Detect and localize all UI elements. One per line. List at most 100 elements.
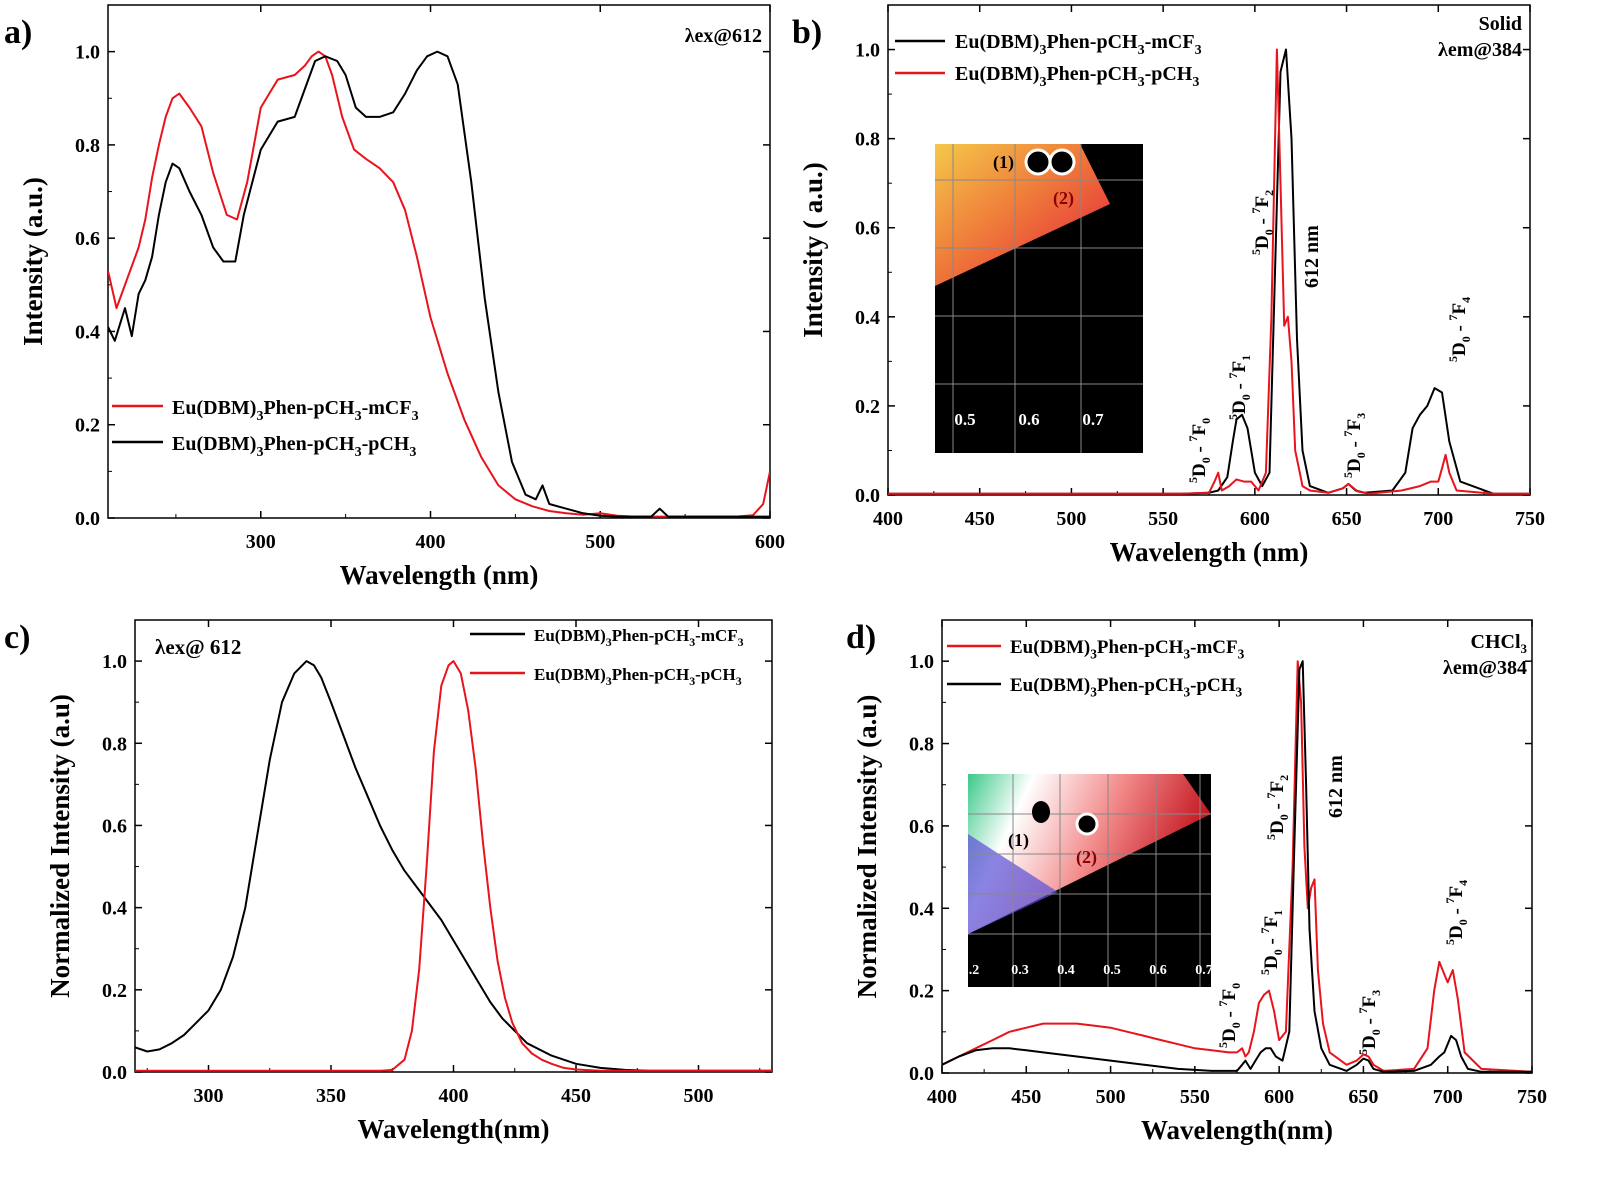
annotation: Solid <box>1479 13 1522 35</box>
y-axis-label: Normalized Intensity (a.u) <box>45 694 75 998</box>
plot-frame <box>134 619 773 1073</box>
panel-1: 300 400 500 600 0.0 0.2 0.4 0.6 0.8 1.0 Wavelength… <box>4 4 785 590</box>
legend-entry: Eu(DBM)3Phen-pCH3-mCF3 <box>172 397 419 424</box>
legend-entry: Eu(DBM)3Phen-pCH3-mCF3 <box>955 31 1202 58</box>
y-tick-label: 0.8 <box>909 734 934 756</box>
inset-point-2 <box>1048 148 1076 176</box>
y-axis-label-group: Intensity (a.u.) <box>18 177 48 346</box>
peak-label-group: 612 nm <box>1301 225 1323 288</box>
y-axis-label-group: Intensity ( a.u.) <box>798 162 828 338</box>
x-axis-label: Wavelength(nm) <box>358 1114 550 1144</box>
inset-tick-label: 0.6 <box>1018 410 1039 429</box>
transition-label-text: 5D0 - 7F1 <box>1258 910 1285 975</box>
plot-frame <box>107 4 771 519</box>
transition-label-text: 5D0 - 7F1 <box>1226 355 1253 420</box>
x-tick-label: 400 <box>927 1086 957 1108</box>
y-tick-label: 0.4 <box>75 321 100 343</box>
y-tick-label: 0.6 <box>102 815 127 837</box>
transition-label: 5D0 - 7F2 <box>1264 775 1291 840</box>
x-tick-label: 600 <box>1264 1086 1294 1108</box>
inset-tick-label: 0.5 <box>1103 963 1121 978</box>
x-tick-label: 600 <box>755 531 785 553</box>
y-axis-label: Intensity (a.u.) <box>18 177 48 346</box>
panel-label: a) <box>4 14 32 51</box>
x-tick-label: 400 <box>873 508 903 530</box>
transition-label: 5D0 - 7F0 <box>1186 418 1213 483</box>
panel-label: d) <box>846 619 876 656</box>
cie-inset: (1) (2) 0.5 0.6 0.7 <box>935 144 1143 453</box>
x-tick-label: 500 <box>1056 508 1086 530</box>
y-tick-label: 0.0 <box>75 508 100 530</box>
legend-entry: Eu(DBM)3Phen-pCH3-mCF3 <box>1010 637 1245 662</box>
x-tick-label: 700 <box>1433 1086 1463 1108</box>
inset-point-label: (2) <box>1076 847 1097 868</box>
transition-label-text: 5D0 - 7F2 <box>1264 775 1291 840</box>
y-tick-label: 0.4 <box>909 898 934 920</box>
inset-point-label: (1) <box>993 152 1014 173</box>
inset-tick-label: 0.7 <box>1195 963 1213 978</box>
y-tick-label: 0.0 <box>102 1062 127 1084</box>
inset-point-label: (1) <box>1008 830 1029 851</box>
annotation: CHCl3 <box>1471 631 1528 656</box>
transition-label-text: 5D0 - 7F0 <box>1186 418 1213 483</box>
y-axis-label-group: Normalized Intensity (a.u) <box>852 695 882 999</box>
series-line-red <box>108 50 770 518</box>
inset-tick-label: 0.7 <box>1082 410 1104 429</box>
series-line-red <box>135 660 772 1072</box>
x-tick-label: 750 <box>1515 508 1545 530</box>
y-tick-label: 0.6 <box>855 218 880 240</box>
y-tick-label: 0.6 <box>75 228 100 250</box>
x-tick-label: 450 <box>965 508 995 530</box>
panel-4: 400 450 500 550 600 650 700 750 0.0 0.2 0.4 0.6 0.8 1… <box>846 619 1547 1145</box>
y-axis-label: Normalized Intensity (a.u) <box>852 695 882 999</box>
y-tick-label: 1.0 <box>909 651 934 673</box>
transition-label: 5D0 - 7F3 <box>1341 413 1368 478</box>
y-tick-label: 0.2 <box>855 396 880 418</box>
transition-label: 5D0 - 7F3 <box>1356 990 1383 1055</box>
inset-tick-label: 0.6 <box>1149 963 1167 978</box>
y-tick-label: 1.0 <box>75 42 100 64</box>
y-tick-label: 0.0 <box>909 1063 934 1085</box>
inset-point-2 <box>1075 812 1099 836</box>
x-axis-label: Wavelength (nm) <box>340 560 539 590</box>
transition-label-text: 5D0 - 7F3 <box>1341 413 1368 478</box>
y-axis-label: Intensity ( a.u.) <box>798 162 828 338</box>
transition-label: 5D0 - 7F1 <box>1226 355 1253 420</box>
transition-label-text: 5D0 - 7F4 <box>1443 880 1470 945</box>
transition-label-text: 5D0 - 7F3 <box>1356 990 1383 1055</box>
annotation: λex@ 612 <box>155 635 241 659</box>
legend-entry: Eu(DBM)3Phen-pCH3-mCF3 <box>534 626 744 649</box>
x-tick-label: 600 <box>1240 508 1270 530</box>
x-tick-label: 450 <box>1011 1086 1041 1108</box>
inset-tick-label: 0.4 <box>1057 963 1075 978</box>
x-tick-label: 400 <box>439 1085 469 1107</box>
y-tick-label: 1.0 <box>102 651 127 673</box>
y-tick-label: 0.8 <box>75 135 100 157</box>
y-axis-label-group: Normalized Intensity (a.u) <box>45 694 75 998</box>
annotation: λem@384 <box>1438 39 1522 61</box>
peak-label-group: 612 nm <box>1325 755 1347 818</box>
legend-entry: Eu(DBM)3Phen-pCH3-pCH3 <box>534 665 742 688</box>
y-tick-label: 1.0 <box>855 40 880 62</box>
panel-3: 300 350 400 450 500 0.0 0.2 0.4 0.6 0.8 1.0 Wavelen… <box>4 619 773 1144</box>
x-tick-label: 650 <box>1348 1086 1378 1108</box>
legend-entry: Eu(DBM)3Phen-pCH3-pCH3 <box>1010 675 1243 700</box>
annotation: λem@384 <box>1443 657 1527 679</box>
y-tick-label: 0.2 <box>102 980 127 1002</box>
series-line-black <box>888 48 1530 495</box>
transition-label-text: 5D0 - 7F4 <box>1446 297 1473 362</box>
series-line-red <box>888 48 1530 495</box>
inset-point-1 <box>1024 148 1052 176</box>
legend-entry: Eu(DBM)3Phen-pCH3-pCH3 <box>172 433 416 460</box>
y-tick-label: 0.4 <box>102 898 127 920</box>
y-tick-label: 0.0 <box>855 485 880 507</box>
peak-label: 612 nm <box>1325 755 1347 818</box>
series-line-black <box>942 660 1532 1073</box>
transition-label: 5D0 - 7F4 <box>1446 297 1473 362</box>
panel-2: 400 450 500 550 600 650 700 750 0.0 0.2 0.4 0.6 0.8 1… <box>792 4 1545 567</box>
inset-tick-label: 0.3 <box>1011 963 1029 978</box>
transition-label: 5D0 - 7F4 <box>1443 880 1470 945</box>
inset-tick-label: .2 <box>969 963 980 978</box>
x-axis-label: Wavelength(nm) <box>1141 1115 1333 1145</box>
y-tick-label: 0.8 <box>855 129 880 151</box>
